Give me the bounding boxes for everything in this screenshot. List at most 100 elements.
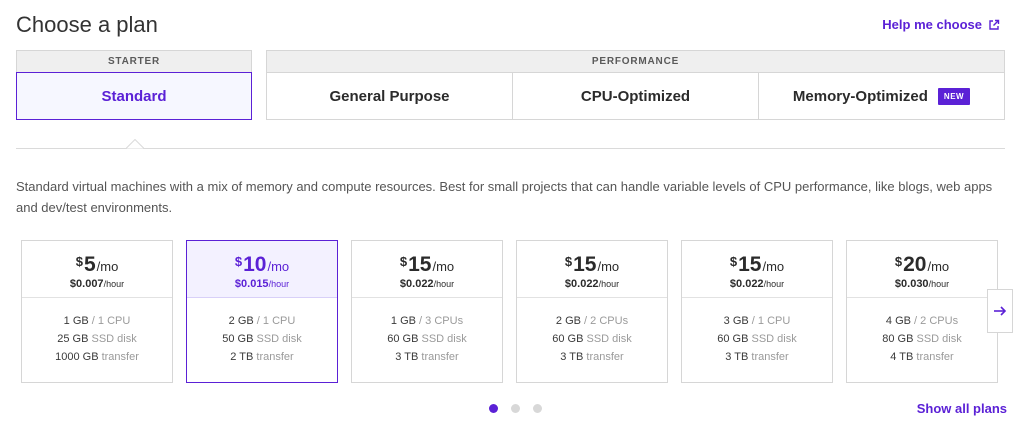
- plan-card[interactable]: $20/mo $0.030/hour 4 GB / 2 CPUs 80 GB SSD …: [846, 240, 998, 383]
- spec-disk-unit: SSD disk: [418, 333, 467, 345]
- hourly-price: $0.007/hour: [70, 278, 124, 290]
- pagination-dot[interactable]: [511, 404, 520, 413]
- new-badge: NEW: [937, 87, 971, 105]
- plan-card[interactable]: $15/mo $0.022/hour 2 GB / 2 CPUs 60 GB SSD …: [516, 240, 668, 383]
- spec-transfer-unit: transfer: [98, 351, 139, 363]
- spec-transfer-row: 3 TB transfer: [725, 348, 788, 366]
- spec-memory: 2 GB: [555, 315, 581, 327]
- spec-disk: 60 GB: [552, 333, 584, 345]
- plan-specs: 1 GB / 1 CPU 25 GB SSD disk 1000 GB transf…: [22, 298, 172, 366]
- currency-symbol: $: [894, 254, 903, 269]
- spec-memory: 1 GB: [390, 315, 416, 327]
- spec-transfer: 2 TB: [230, 351, 254, 363]
- spec-disk-row: 25 GB SSD disk: [57, 330, 136, 348]
- hourly-unit: /hour: [433, 279, 455, 289]
- price-period: /mo: [927, 259, 950, 274]
- price-period: /mo: [267, 259, 290, 274]
- plan-specs: 1 GB / 3 CPUs 60 GB SSD disk 3 TB transfer: [352, 298, 502, 366]
- spec-memory: 4 GB: [885, 315, 911, 327]
- price-amount: 15: [573, 253, 597, 276]
- spec-transfer-unit: transfer: [748, 351, 789, 363]
- currency-symbol: $: [234, 254, 243, 269]
- help-me-choose-link[interactable]: Help me choose: [882, 17, 1000, 32]
- group-header-performance: PERFORMANCE: [266, 50, 1005, 72]
- price-amount: 10: [243, 253, 267, 276]
- plan-card[interactable]: $10/mo $0.015/hour 2 GB / 1 CPU 50 GB SSD d…: [186, 240, 338, 383]
- spec-transfer: 3 TB: [395, 351, 419, 363]
- tab-memory-optimized[interactable]: Memory-Optimized NEW: [758, 72, 1005, 120]
- plan-description: Standard virtual machines with a mix of …: [16, 179, 993, 215]
- plan-price: $20/mo $0.030/hour: [847, 241, 997, 298]
- tab-label: Standard: [101, 87, 167, 105]
- spec-cpu: / 2 CPUs: [911, 315, 959, 327]
- spec-memory-cpu: 2 GB / 2 CPUs: [556, 312, 628, 330]
- monthly-price: $10/mo: [235, 253, 289, 277]
- spec-disk-unit: SSD disk: [253, 333, 302, 345]
- spec-memory-cpu: 1 GB / 3 CPUs: [391, 312, 463, 330]
- hourly-amount: $0.022: [729, 278, 764, 290]
- spec-disk-row: 60 GB SSD disk: [552, 330, 631, 348]
- spec-disk-row: 60 GB SSD disk: [717, 330, 796, 348]
- spec-transfer-row: 4 TB transfer: [890, 348, 953, 366]
- section-divider: [16, 148, 1005, 149]
- tab-label: General Purpose: [329, 87, 450, 105]
- spec-transfer-row: 1000 GB transfer: [55, 348, 139, 366]
- hourly-unit: /hour: [928, 279, 950, 289]
- plan-specs: 2 GB / 1 CPU 50 GB SSD disk 2 TB transfer: [187, 298, 337, 366]
- hourly-unit: /hour: [103, 279, 125, 289]
- spec-memory-cpu: 3 GB / 1 CPU: [724, 312, 791, 330]
- spec-transfer-unit: transfer: [418, 351, 459, 363]
- spec-memory-cpu: 4 GB / 2 CPUs: [886, 312, 958, 330]
- spec-cpu: / 1 CPU: [748, 315, 791, 327]
- spec-memory: 3 GB: [723, 315, 749, 327]
- spec-disk: 25 GB: [57, 333, 89, 345]
- spec-transfer-row: 2 TB transfer: [230, 348, 293, 366]
- plan-specs: 4 GB / 2 CPUs 80 GB SSD disk 4 TB transfer: [847, 298, 997, 366]
- hourly-unit: /hour: [763, 279, 785, 289]
- spec-disk: 80 GB: [882, 333, 914, 345]
- group-header-starter: STARTER: [16, 50, 252, 72]
- spec-disk: 60 GB: [387, 333, 419, 345]
- hourly-amount: $0.015: [234, 278, 269, 290]
- spec-cpu: / 3 CPUs: [416, 315, 464, 327]
- plan-card[interactable]: $5/mo $0.007/hour 1 GB / 1 CPU 25 GB SSD di…: [21, 240, 173, 383]
- plan-card[interactable]: $15/mo $0.022/hour 3 GB / 1 CPU 60 GB SSD d…: [681, 240, 833, 383]
- tab-general-purpose[interactable]: General Purpose: [266, 72, 513, 120]
- currency-symbol: $: [75, 254, 83, 269]
- spec-disk-row: 50 GB SSD disk: [222, 330, 301, 348]
- spec-transfer: 3 TB: [725, 351, 749, 363]
- currency-symbol: $: [729, 254, 738, 269]
- monthly-price: $15/mo: [565, 253, 619, 277]
- spec-disk: 60 GB: [717, 333, 749, 345]
- spec-transfer-row: 3 TB transfer: [395, 348, 458, 366]
- plan-price: $15/mo $0.022/hour: [517, 241, 667, 298]
- spec-disk-row: 60 GB SSD disk: [387, 330, 466, 348]
- price-period: /mo: [96, 259, 119, 274]
- spec-cpu: / 2 CPUs: [581, 315, 629, 327]
- hourly-unit: /hour: [268, 279, 290, 289]
- hourly-amount: $0.007: [69, 278, 104, 290]
- spec-disk-unit: SSD disk: [913, 333, 962, 345]
- hourly-price: $0.022/hour: [565, 278, 619, 290]
- show-all-plans-link[interactable]: Show all plans: [916, 401, 1007, 416]
- price-amount: 5: [83, 253, 96, 276]
- spec-transfer-unit: transfer: [253, 351, 294, 363]
- plan-price: $15/mo $0.022/hour: [352, 241, 502, 298]
- hourly-amount: $0.022: [564, 278, 599, 290]
- spec-disk-unit: SSD disk: [88, 333, 137, 345]
- tab-cpu-optimized[interactable]: CPU-Optimized: [512, 72, 759, 120]
- selection-pointer: [126, 139, 144, 149]
- hourly-amount: $0.030: [894, 278, 929, 290]
- spec-disk: 50 GB: [222, 333, 254, 345]
- arrow-right-icon: [994, 306, 1007, 316]
- pagination-dot[interactable]: [533, 404, 542, 413]
- plan-card[interactable]: $15/mo $0.022/hour 1 GB / 3 CPUs 60 GB SSD …: [351, 240, 503, 383]
- carousel-next-button[interactable]: [987, 289, 1013, 333]
- external-link-icon: [989, 19, 1000, 30]
- plan-price: $10/mo $0.015/hour: [187, 241, 337, 298]
- spec-memory: 1 GB: [63, 315, 89, 327]
- hourly-price: $0.022/hour: [730, 278, 784, 290]
- tab-standard[interactable]: Standard: [16, 72, 252, 120]
- pagination-dot[interactable]: [489, 404, 498, 413]
- spec-memory-cpu: 2 GB / 1 CPU: [229, 312, 296, 330]
